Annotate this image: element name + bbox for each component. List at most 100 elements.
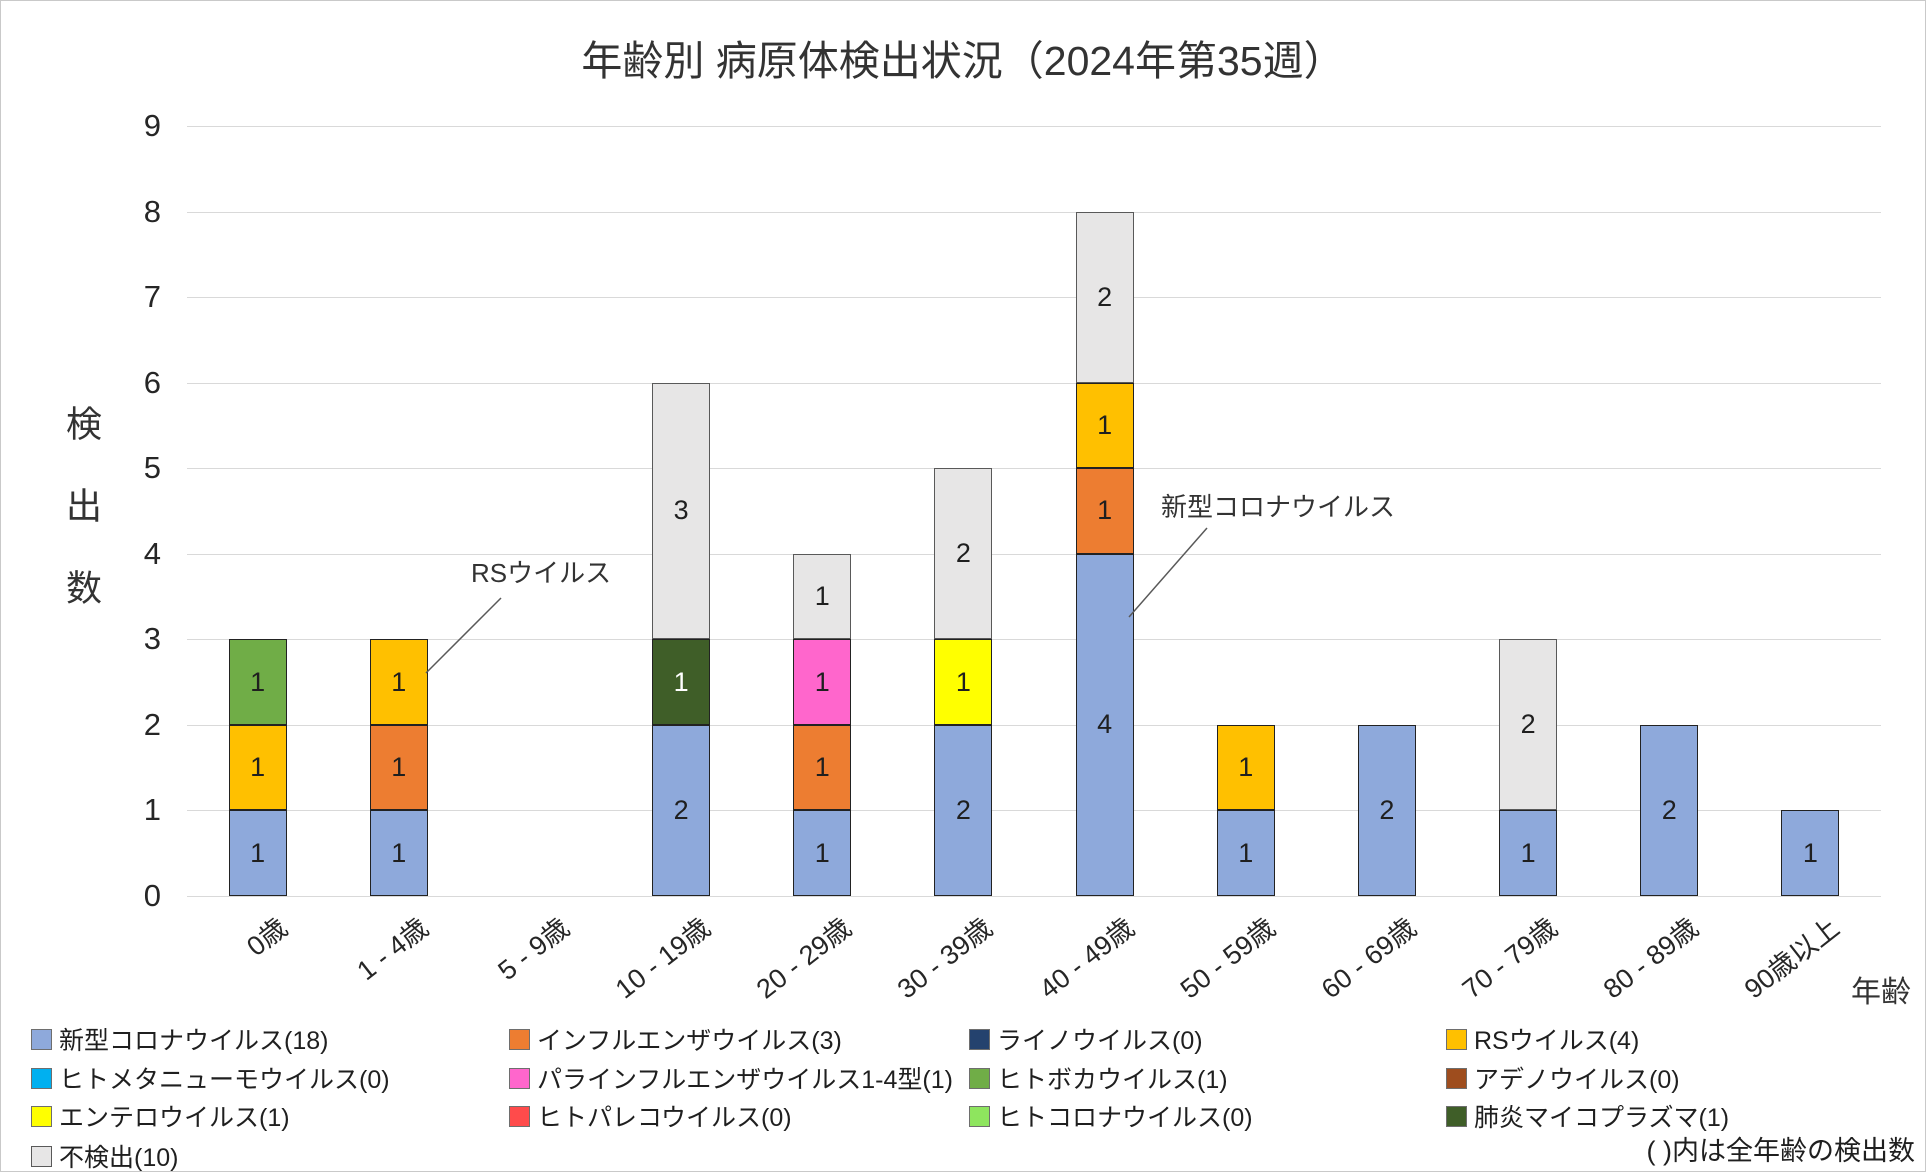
bar-segment: 1: [369, 810, 428, 896]
y-tick-label: 6: [143, 364, 161, 400]
legend-label: 不検出(10): [59, 1144, 179, 1172]
bar-segment: 1: [1781, 810, 1840, 896]
gridline: [187, 468, 1881, 470]
x-tick-label: 50 - 59歳: [1174, 912, 1281, 1005]
legend-item: ヒトメタニューモウイルス(0): [31, 1060, 390, 1096]
y-tick-label: 5: [143, 450, 161, 486]
bar-segment: 4: [1075, 553, 1134, 896]
x-tick-label: 80 - 89歳: [1598, 912, 1705, 1005]
annotation-line-covid: [1128, 527, 1208, 618]
annotation-rs-virus-label: RSウイルス: [471, 558, 612, 588]
legend-swatch: [969, 1105, 990, 1127]
legend-item: アデノウイルス(0): [1446, 1060, 1680, 1096]
bar-segment: 2: [934, 724, 993, 896]
x-tick-label: 90歳以上: [1739, 912, 1846, 1005]
legend-label: ライノウイルス(0): [997, 1027, 1203, 1055]
bar-segment: 1: [793, 724, 852, 811]
bar-segment: 1: [369, 724, 428, 811]
gridline: [187, 297, 1881, 299]
bar-segment: 1: [793, 639, 852, 725]
y-tick-label: 9: [143, 108, 161, 143]
legend-label: ヒトパレコウイルス(0): [537, 1104, 792, 1132]
legend-swatch: [31, 1145, 52, 1167]
bar-segment: 2: [652, 724, 711, 896]
y-axis-title: 検出数: [61, 405, 102, 651]
bar-segment: 2: [1357, 724, 1416, 896]
x-tick-label: 30 - 39歳: [892, 912, 999, 1005]
x-tick-label: 0歳: [240, 912, 293, 963]
gridline: [187, 810, 1881, 812]
legend-swatch: [509, 1067, 530, 1089]
footnote: ( )内は全年齢の検出数: [1646, 1136, 1915, 1166]
bar-segment: 2: [1640, 724, 1699, 896]
x-axis-title: 年齢: [1851, 976, 1911, 1009]
gridline: [187, 382, 1881, 384]
y-tick-label: 0: [143, 878, 161, 913]
legend-label: アデノウイルス(0): [1474, 1066, 1680, 1094]
legend-label: パラインフルエンザウイルス1-4型(1): [537, 1066, 953, 1094]
x-tick-label: 40 - 49歳: [1033, 912, 1140, 1005]
legend-swatch: [31, 1028, 52, 1050]
y-tick-label: 8: [143, 193, 161, 229]
legend-label: 肺炎マイコプラズマ(1): [1474, 1104, 1730, 1132]
legend-item: 肺炎マイコプラズマ(1): [1446, 1098, 1729, 1134]
y-tick-label: 7: [143, 279, 161, 315]
y-tick-label: 4: [143, 535, 161, 571]
gridline: [187, 126, 1881, 127]
bar-segment: 1: [369, 639, 428, 725]
annotation-line-rs-virus: [425, 597, 502, 674]
y-tick-label: 1: [143, 792, 161, 828]
bar-segment: 1: [793, 810, 852, 896]
x-tick-label: 20 - 29歳: [751, 912, 858, 1005]
bar-segment: 2: [1075, 211, 1134, 383]
bar-segment: 1: [228, 724, 287, 811]
gridline: [187, 211, 1881, 213]
legend-swatch: [509, 1028, 530, 1050]
legend-swatch: [31, 1105, 52, 1127]
bar-segment: 2: [934, 468, 993, 640]
x-tick-label: 1 - 4歳: [351, 912, 434, 987]
legend-item: ヒトボカウイルス(1): [969, 1060, 1228, 1096]
legend-item: パラインフルエンザウイルス1-4型(1): [509, 1060, 953, 1096]
legend-item: RSウイルス(4): [1446, 1021, 1639, 1057]
bar-segment: 1: [934, 639, 993, 725]
legend-label: エンテロウイルス(1): [59, 1104, 290, 1132]
bar-segment: 1: [1216, 810, 1275, 896]
legend-label: ヒトメタニューモウイルス(0): [59, 1066, 390, 1094]
bar-segment: 2: [1499, 639, 1558, 811]
chart-title: 年齢別 病原体検出状況（2024年第35週）: [581, 38, 1345, 84]
legend-item: エンテロウイルス(1): [31, 1098, 290, 1134]
gridline: [187, 639, 1881, 641]
bar-segment: 1: [228, 810, 287, 896]
bar-segment: 3: [652, 382, 711, 640]
legend-item: 新型コロナウイルス(18): [31, 1021, 328, 1057]
bar-segment: 1: [1499, 810, 1558, 896]
legend-swatch: [969, 1028, 990, 1050]
legend-item: ヒトコロナウイルス(0): [969, 1098, 1253, 1134]
annotation-covid-label: 新型コロナウイルス: [1161, 492, 1396, 522]
legend-item: ライノウイルス(0): [969, 1021, 1203, 1057]
x-tick-label: 10 - 19歳: [609, 912, 716, 1005]
legend-swatch: [1446, 1105, 1467, 1127]
x-tick-label: 5 - 9歳: [492, 912, 575, 987]
legend-swatch: [1446, 1028, 1467, 1050]
y-tick-label: 3: [143, 621, 161, 657]
legend-swatch: [31, 1067, 52, 1089]
legend-item: 不検出(10): [31, 1138, 179, 1172]
legend-item: ヒトパレコウイルス(0): [509, 1098, 792, 1134]
y-tick-label: 2: [143, 706, 161, 742]
legend-swatch: [1446, 1067, 1467, 1089]
bar-segment: 1: [652, 639, 711, 725]
legend-swatch: [969, 1067, 990, 1089]
legend-label: インフルエンザウイルス(3): [537, 1027, 842, 1055]
x-tick-label: 70 - 79歳: [1456, 912, 1563, 1005]
legend-label: ヒトボカウイルス(1): [997, 1066, 1228, 1094]
gridline: [187, 896, 1881, 897]
x-tick-label: 60 - 69歳: [1315, 912, 1422, 1005]
bar-segment: 1: [1075, 382, 1134, 469]
legend-label: ヒトコロナウイルス(0): [997, 1104, 1253, 1132]
legend-label: RSウイルス(4): [1474, 1027, 1640, 1055]
bar-segment: 1: [793, 553, 852, 640]
legend-label: 新型コロナウイルス(18): [59, 1027, 329, 1055]
